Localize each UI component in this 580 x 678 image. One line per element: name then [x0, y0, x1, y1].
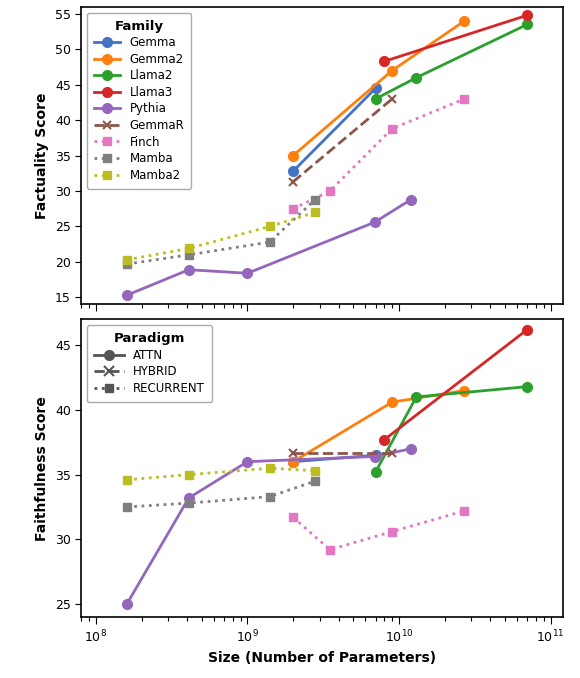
Llama3 — [524, 325, 531, 334]
Gemma — [372, 84, 379, 92]
Llama2 — [413, 74, 420, 82]
Line: Pythia: Pythia — [122, 195, 416, 300]
Mamba2 — [185, 244, 192, 252]
Gemma2 — [289, 458, 296, 466]
X-axis label: Size (Number of Parameters): Size (Number of Parameters) — [208, 651, 436, 665]
Line: Gemma2: Gemma2 — [288, 16, 469, 161]
Mamba2 — [124, 476, 130, 484]
Line: Pythia: Pythia — [122, 444, 416, 609]
Legend: Gemma, Gemma2, Llama2, Llama3, Pythia, GemmaR, Finch, Mamba, Mamba2: Gemma, Gemma2, Llama2, Llama3, Pythia, G… — [87, 13, 191, 188]
Llama2 — [413, 393, 420, 401]
Mamba2 — [312, 466, 319, 475]
Mamba — [185, 499, 192, 507]
Llama2 — [372, 95, 379, 103]
Mamba — [266, 238, 273, 246]
Line: Finch: Finch — [289, 95, 469, 213]
Line: Gemma2: Gemma2 — [288, 386, 469, 466]
Line: Mamba: Mamba — [122, 477, 320, 511]
Line: Llama3: Llama3 — [379, 325, 532, 445]
Finch — [461, 506, 468, 515]
Gemma2 — [389, 66, 396, 75]
Mamba — [124, 503, 130, 511]
Finch — [289, 205, 296, 213]
Pythia — [244, 269, 251, 277]
Finch — [461, 95, 468, 103]
Mamba2 — [266, 464, 273, 472]
Pythia — [185, 266, 192, 274]
Line: GemmaR: GemmaR — [289, 448, 396, 457]
Gemma — [289, 167, 296, 176]
Line: Mamba: Mamba — [122, 195, 320, 268]
Line: Finch: Finch — [289, 506, 469, 554]
Gemma — [372, 451, 379, 459]
Line: Llama3: Llama3 — [379, 10, 532, 66]
Pythia — [185, 494, 192, 502]
Pythia — [408, 445, 415, 453]
Gemma2 — [289, 152, 296, 160]
Llama3 — [524, 12, 531, 20]
Mamba — [312, 195, 319, 203]
Mamba — [124, 260, 130, 268]
Line: Gemma: Gemma — [288, 83, 380, 176]
Pythia — [371, 452, 378, 460]
Y-axis label: Faithfulness Score: Faithfulness Score — [35, 396, 49, 540]
Mamba2 — [185, 471, 192, 479]
Mamba — [312, 477, 319, 485]
Mamba — [266, 492, 273, 500]
Line: Mamba2: Mamba2 — [122, 208, 320, 264]
Line: GemmaR: GemmaR — [289, 95, 396, 186]
Finch — [389, 125, 396, 133]
Finch — [289, 513, 296, 521]
Mamba — [185, 251, 192, 259]
Llama3 — [381, 435, 388, 443]
Gemma2 — [461, 386, 468, 395]
Pythia — [124, 291, 130, 299]
Gemma2 — [461, 17, 468, 25]
Finch — [327, 187, 333, 195]
GemmaR — [389, 449, 396, 457]
Gemma — [289, 458, 296, 466]
Gemma2 — [389, 398, 396, 406]
Mamba2 — [312, 208, 319, 216]
Llama3 — [381, 57, 388, 65]
GemmaR — [289, 449, 296, 457]
Mamba2 — [266, 222, 273, 231]
Finch — [389, 527, 396, 536]
Mamba2 — [124, 256, 130, 264]
Y-axis label: Factuality Score: Factuality Score — [35, 92, 49, 219]
Pythia — [408, 195, 415, 203]
Line: Llama2: Llama2 — [371, 20, 532, 104]
Pythia — [124, 600, 130, 608]
Legend: ATTN, HYBRID, RECURRENT: ATTN, HYBRID, RECURRENT — [87, 325, 212, 402]
Llama2 — [524, 20, 531, 28]
Line: Llama2: Llama2 — [371, 382, 532, 477]
Line: Gemma: Gemma — [288, 450, 380, 466]
Pythia — [244, 458, 251, 466]
GemmaR — [389, 95, 396, 103]
Llama2 — [372, 468, 379, 476]
Pythia — [371, 218, 378, 226]
Finch — [327, 546, 333, 554]
GemmaR — [289, 178, 296, 186]
Line: Mamba2: Mamba2 — [122, 464, 320, 484]
Llama2 — [524, 382, 531, 391]
